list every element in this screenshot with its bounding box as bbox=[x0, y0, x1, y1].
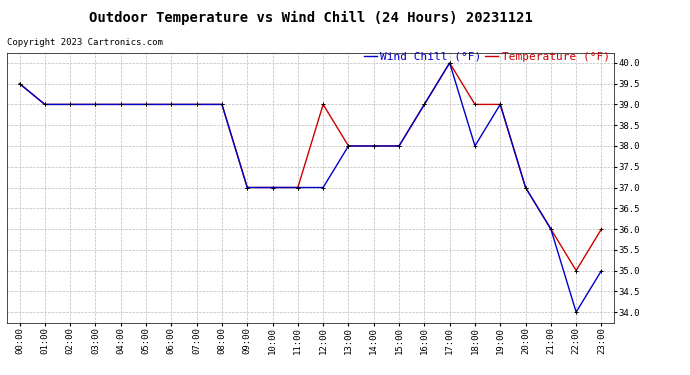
Legend: Wind Chill (°F), Temperature (°F): Wind Chill (°F), Temperature (°F) bbox=[359, 47, 614, 66]
Text: Copyright 2023 Cartronics.com: Copyright 2023 Cartronics.com bbox=[7, 38, 163, 47]
Text: Outdoor Temperature vs Wind Chill (24 Hours) 20231121: Outdoor Temperature vs Wind Chill (24 Ho… bbox=[88, 11, 533, 26]
